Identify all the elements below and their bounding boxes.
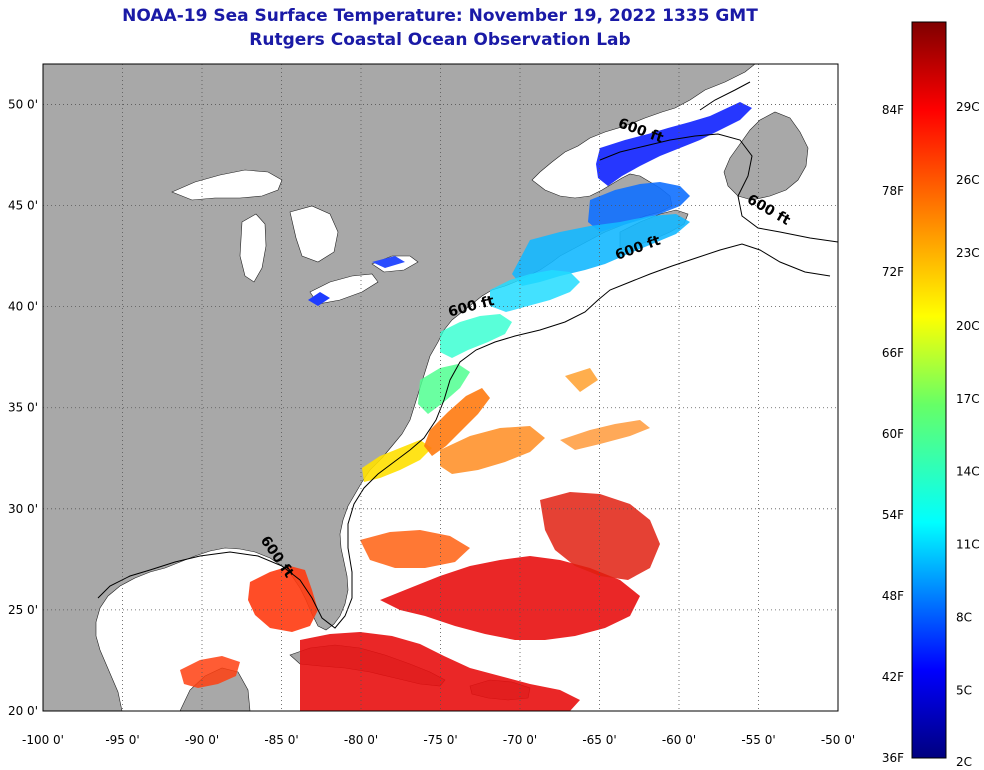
lake-erie-blue — [308, 292, 330, 306]
lon-tick-label: -55 0' — [741, 733, 775, 747]
sst-sargasso-orange — [360, 530, 470, 568]
colorbar — [911, 21, 947, 759]
sst-offshore-orange-2 — [560, 420, 650, 450]
colorbar-c-label: 23C — [956, 246, 980, 260]
colorbar-c-label: 2C — [956, 755, 972, 769]
lake-blue-patch — [372, 256, 405, 268]
sst-gulf-red — [248, 566, 318, 632]
colorbar-f-label: 48F — [882, 589, 904, 603]
sst-yellow-coast — [362, 440, 432, 482]
colorbar-celsius-labels: 29C 26C 23C 20C 17C 14C 11C 8C 5C 2C — [956, 100, 980, 769]
colorbar-c-label: 8C — [956, 611, 972, 625]
sst-north-mid-blue — [588, 182, 690, 232]
lat-tick-label: 45 0' — [8, 199, 38, 213]
sst-gulf-maine-cyan — [490, 270, 580, 312]
colorbar-c-label: 11C — [956, 538, 980, 552]
lon-tick-label: -90 0' — [185, 733, 219, 747]
contour-600ft-north — [599, 133, 838, 243]
lat-tick-label: 30 0' — [8, 502, 38, 516]
map-title: NOAA-19 Sea Surface Temperature: Novembe… — [122, 6, 758, 26]
colorbar-f-label: 60F — [882, 427, 904, 441]
lake-superior — [171, 169, 283, 201]
map-subtitle: Rutgers Coastal Ocean Observation Lab — [249, 30, 631, 50]
lon-tick-label: -85 0' — [264, 733, 298, 747]
colorbar-f-label: 72F — [882, 265, 904, 279]
colorbar-f-label: 36F — [882, 751, 904, 765]
colorbar-c-label: 5C — [956, 683, 972, 697]
sst-florida-strait-red — [300, 632, 580, 711]
colorbar-f-label: 54F — [882, 508, 904, 522]
lake-huron — [289, 205, 339, 263]
lon-tick-label: -60 0' — [662, 733, 696, 747]
sst-scotian-cyan — [512, 214, 690, 286]
contour-600ft-labrador — [699, 81, 751, 111]
lon-tick-label: -70 0' — [503, 733, 537, 747]
sst-gulf-stream-orange — [424, 388, 490, 456]
lat-tick-label: 35 0' — [8, 401, 38, 415]
colorbar-f-label: 42F — [882, 670, 904, 684]
sst-midatlantic-teal — [440, 314, 512, 358]
colorbar-c-label: 20C — [956, 319, 980, 333]
colorbar-f-label: 66F — [882, 346, 904, 360]
lat-tick-labels: 50 0' 45 0' 40 0' 35 0' 30 0' 25 0' 20 0' — [8, 97, 38, 718]
lon-tick-label: -80 0' — [344, 733, 378, 747]
lat-tick-label: 40 0' — [8, 300, 38, 314]
lon-tick-label: -50 0' — [821, 733, 855, 747]
lake-michigan — [239, 213, 267, 283]
newfoundland-land — [723, 111, 809, 201]
map-grid — [43, 64, 838, 711]
lon-tick-label: -100 0' — [22, 733, 64, 747]
lon-tick-label: -95 0' — [105, 733, 139, 747]
sst-yucatan-red — [180, 656, 240, 688]
colorbar-c-label: 26C — [956, 173, 980, 187]
contour-600ft — [97, 243, 831, 629]
colorbar-c-label: 17C — [956, 392, 980, 406]
sst-east-red — [540, 492, 660, 580]
lat-tick-label: 20 0' — [8, 704, 38, 718]
sst-offshore-orange — [440, 426, 545, 474]
colorbar-f-label: 84F — [882, 103, 904, 117]
lon-tick-label: -65 0' — [582, 733, 616, 747]
sst-north-cold-blue — [596, 102, 752, 186]
lat-tick-label: 25 0' — [8, 603, 38, 617]
map-frame — [42, 63, 839, 712]
sst-sargasso-red — [380, 556, 640, 640]
sst-offshore-orange-3 — [565, 368, 598, 392]
colorbar-f-label: 78F — [882, 184, 904, 198]
north-america-land — [43, 64, 756, 711]
lon-tick-labels: -100 0' -95 0' -90 0' -85 0' -80 0' -75 0' -70… — [22, 733, 855, 747]
colorbar-c-label: 14C — [956, 465, 980, 479]
lat-tick-label: 50 0' — [8, 97, 38, 111]
lon-tick-label: -75 0' — [423, 733, 457, 747]
colorbar-c-label: 29C — [956, 100, 980, 114]
colorbar-fahrenheit-labels: 84F 78F 72F 66F 60F 54F 48F 42F 36F — [882, 103, 904, 765]
sst-shelf-green — [418, 364, 470, 414]
